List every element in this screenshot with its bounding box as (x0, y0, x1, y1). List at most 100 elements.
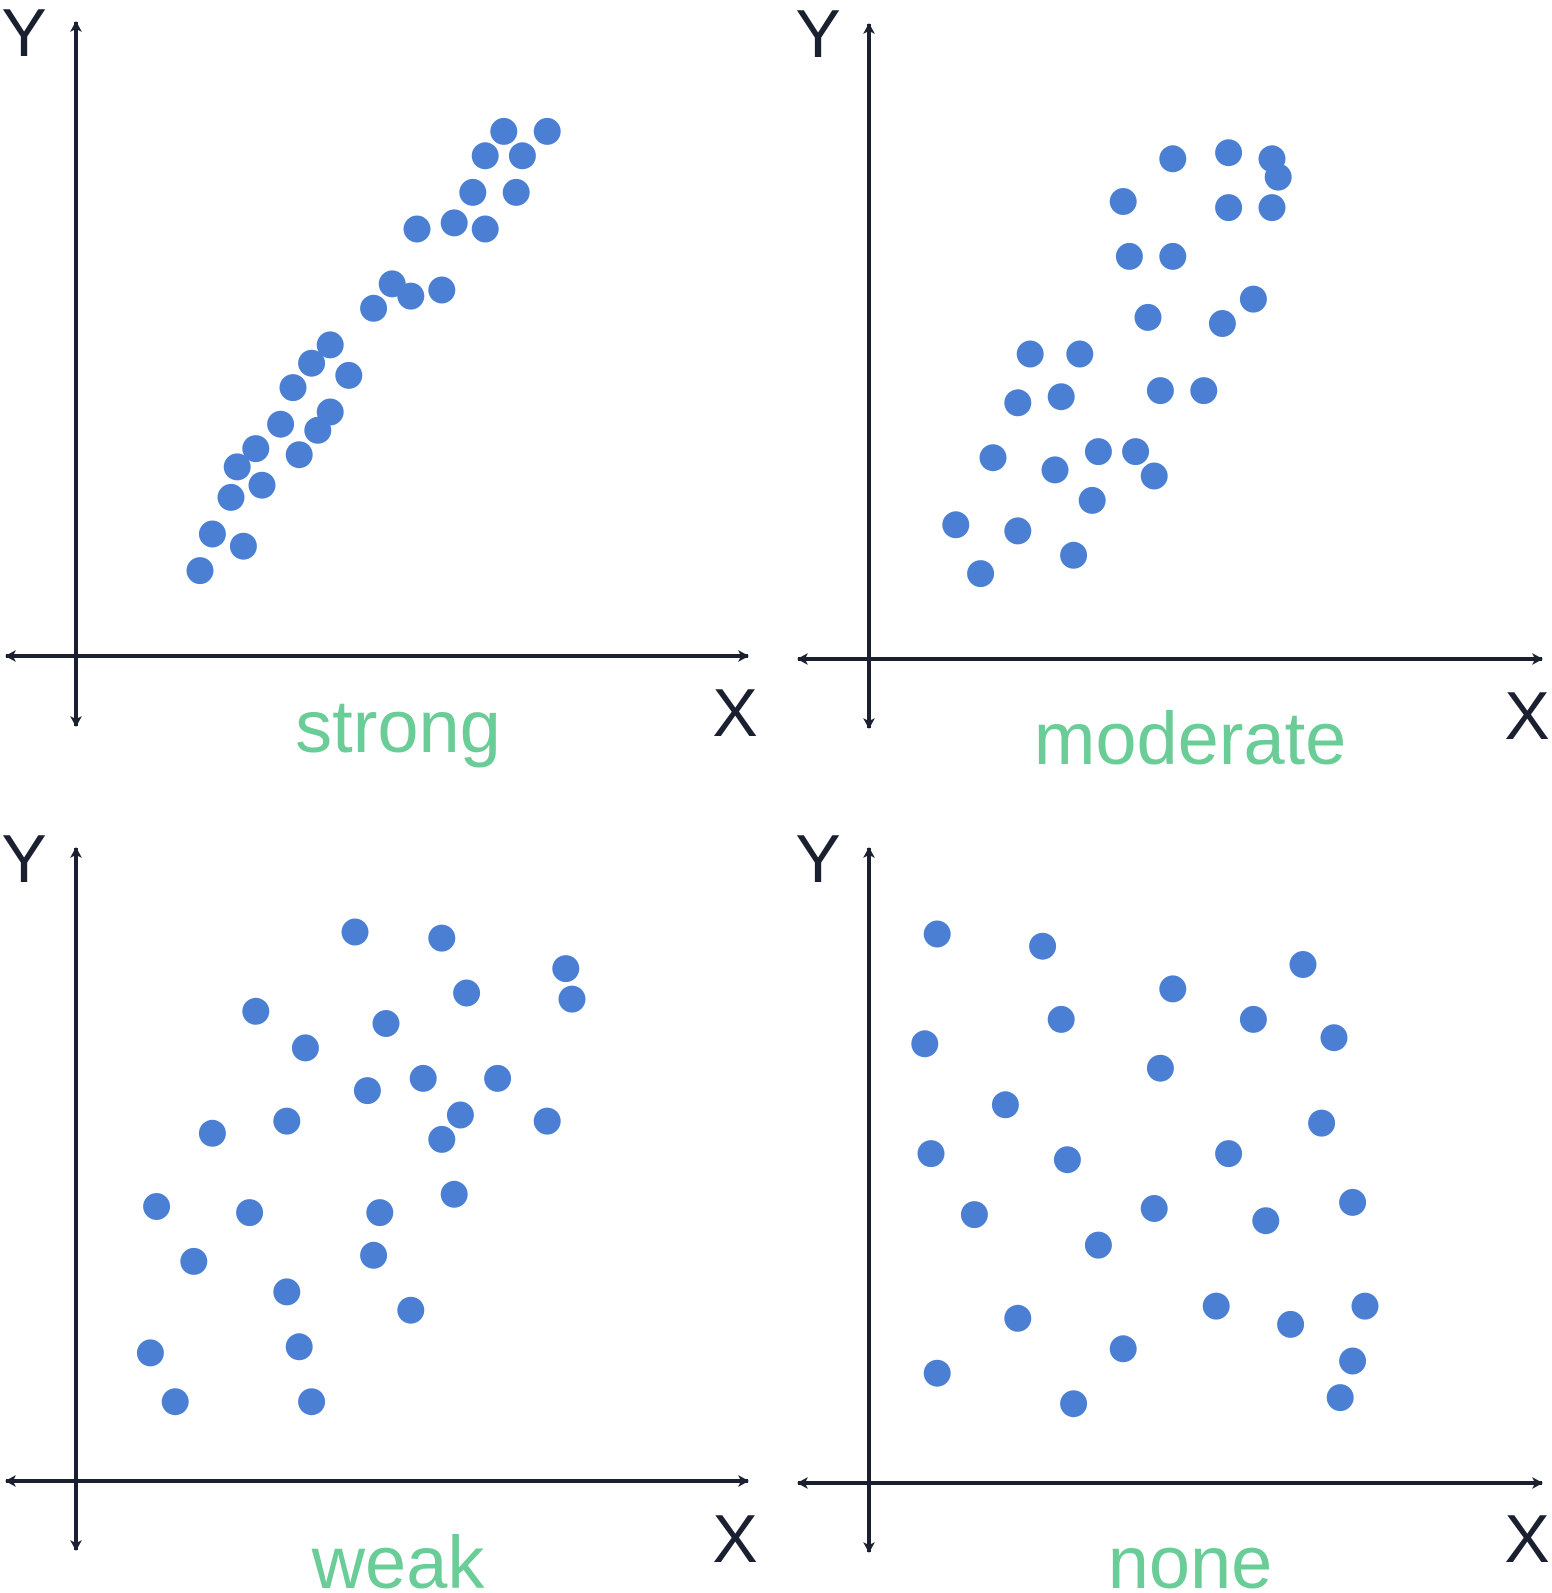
data-point (1060, 541, 1088, 569)
data-point (366, 1199, 394, 1227)
y-axis-label: Y (1, 0, 46, 71)
data-point (459, 178, 487, 206)
data-point (440, 1180, 468, 1208)
data-point (508, 142, 536, 170)
y-axis-label: Y (795, 821, 840, 897)
data-point (1208, 310, 1236, 337)
x-axis-label: X (712, 675, 757, 751)
data-point (446, 1101, 474, 1129)
data-point (1308, 1109, 1336, 1137)
data-point (484, 1064, 512, 1092)
data-point (558, 985, 586, 1013)
x-axis-label: X (1504, 1501, 1549, 1577)
data-point (1078, 486, 1106, 514)
data-point (502, 178, 530, 206)
data-point (1159, 145, 1187, 173)
data-point (1215, 194, 1243, 222)
data-point (1190, 377, 1218, 405)
data-point (1159, 975, 1187, 1003)
data-point (453, 979, 481, 1007)
data-point (242, 435, 270, 463)
data-point (298, 349, 326, 377)
data-point (267, 410, 295, 438)
data-point (372, 1010, 400, 1037)
data-point (471, 142, 499, 170)
data-point (1146, 377, 1174, 405)
data-point (1320, 1024, 1348, 1052)
data-point (143, 1193, 171, 1220)
data-point (1252, 1207, 1280, 1235)
data-point (533, 1107, 561, 1135)
data-point (1239, 285, 1267, 313)
data-point (1215, 1140, 1243, 1168)
data-point (1146, 1054, 1174, 1082)
data-point (248, 471, 276, 499)
data-point (360, 294, 388, 322)
data-point (409, 1064, 437, 1092)
data-point (136, 1339, 164, 1367)
data-point (291, 1034, 319, 1062)
data-point (1239, 1005, 1267, 1033)
data-point (917, 1140, 945, 1168)
data-point (1004, 389, 1032, 417)
data-point (471, 215, 499, 243)
data-point (490, 117, 518, 145)
data-point (285, 1333, 313, 1361)
data-point (198, 520, 226, 548)
data-point (236, 1199, 264, 1227)
data-point (911, 1030, 939, 1058)
data-point (229, 532, 257, 560)
data-point (991, 1091, 1019, 1119)
data-point (923, 1359, 951, 1387)
data-point (1339, 1188, 1367, 1216)
data-point (428, 924, 456, 952)
data-point (942, 511, 970, 539)
data-point (923, 920, 951, 948)
data-point (1109, 1335, 1137, 1363)
data-point (1047, 1005, 1075, 1033)
data-point (1202, 1292, 1230, 1320)
data-point (428, 276, 456, 304)
data-point (360, 1241, 388, 1269)
y-axis-label: Y (1, 821, 46, 897)
data-point (1122, 438, 1150, 466)
correlation-caption: strong (295, 685, 501, 768)
data-point (1004, 517, 1032, 545)
data-point (1047, 383, 1075, 411)
data-point (198, 1119, 226, 1147)
data-point (1029, 932, 1057, 960)
data-point (440, 209, 468, 237)
data-point (533, 117, 561, 145)
data-point (960, 1201, 988, 1229)
data-point (273, 1278, 301, 1306)
data-point (1258, 194, 1286, 222)
data-point (335, 361, 363, 389)
data-point (403, 215, 431, 243)
data-point (217, 483, 245, 511)
data-point (1060, 1390, 1088, 1418)
x-axis-label: X (712, 1501, 757, 1577)
data-point (279, 374, 307, 402)
data-point (1084, 1231, 1112, 1259)
data-point (552, 955, 580, 983)
data-point (397, 1296, 425, 1324)
data-point (298, 1388, 326, 1416)
data-point (242, 997, 270, 1025)
data-point (1066, 340, 1094, 368)
data-point (1351, 1292, 1379, 1320)
data-point (1041, 456, 1069, 484)
data-point (180, 1247, 208, 1275)
data-point (353, 1077, 381, 1105)
data-point (1140, 1195, 1168, 1222)
data-point (285, 441, 313, 469)
data-point (1004, 1304, 1032, 1332)
data-point (1339, 1347, 1367, 1375)
data-point (1277, 1310, 1305, 1338)
correlation-caption: moderate (1034, 697, 1347, 780)
data-point (1109, 188, 1137, 215)
data-point (1140, 462, 1168, 490)
